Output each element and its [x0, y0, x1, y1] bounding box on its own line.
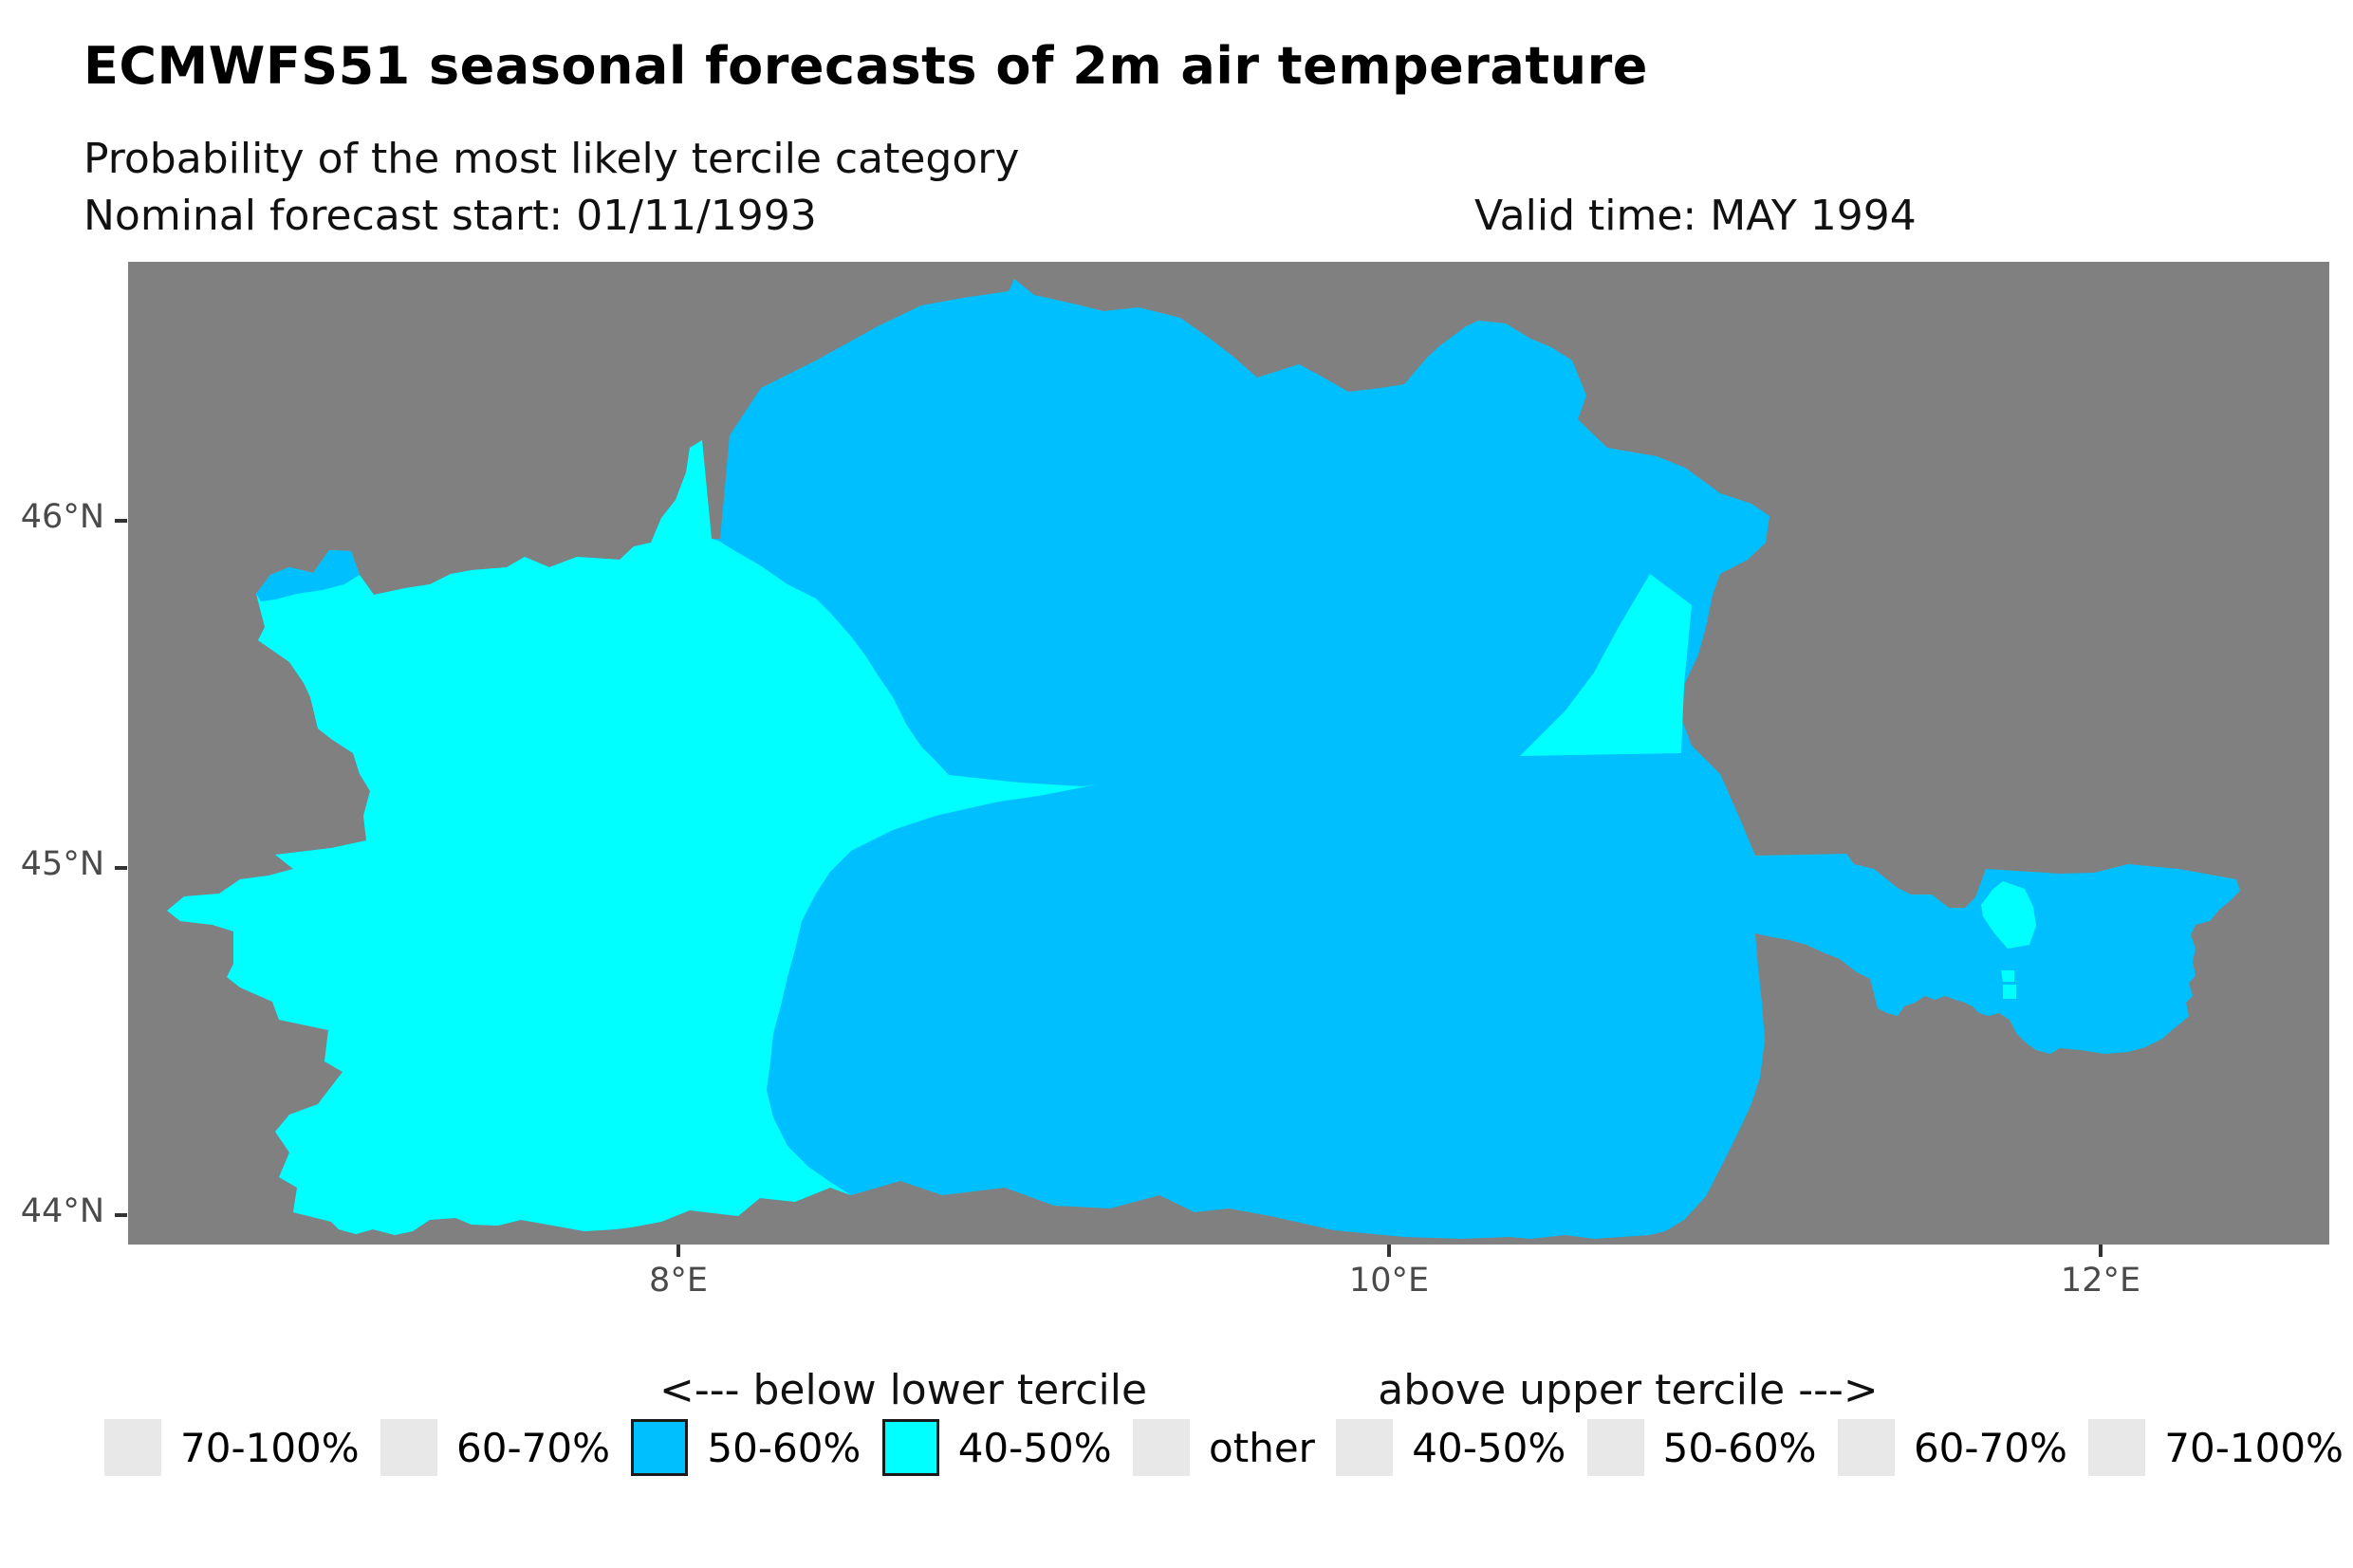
legend-item-above-40-50-: 40-50%	[1336, 1419, 1566, 1476]
y-tick-mark-44	[115, 1213, 127, 1217]
legend-label: 50-60%	[707, 1424, 862, 1471]
legend-label: other	[1209, 1424, 1315, 1471]
legend-swatch-icon	[104, 1419, 161, 1476]
legend-item-below-70-100-: 70-100%	[104, 1419, 360, 1476]
legend-label: 60-70%	[1913, 1424, 2067, 1471]
legend-item-other-other: other	[1133, 1419, 1315, 1476]
legend-item-below-40-50-: 40-50%	[881, 1419, 1112, 1476]
legend-item-below-50-60-: 50-60%	[631, 1419, 861, 1476]
legend-swatch-icon	[1586, 1419, 1644, 1476]
legend-header-above-tercile: above upper tercile --->	[1378, 1366, 1879, 1414]
legend-swatch-icon	[2088, 1419, 2146, 1476]
legend-swatch-icon	[1336, 1419, 1394, 1476]
legend-swatch-icon	[881, 1419, 939, 1476]
legend-item-below-60-70-: 60-70%	[380, 1419, 610, 1476]
figure-subtitle: Probability of the most likely tercile c…	[83, 135, 1020, 183]
valid-time-label: Valid time: MAY 1994	[1474, 192, 1917, 240]
x-tick-mark-8	[676, 1245, 680, 1257]
legend-swatch-icon	[631, 1419, 689, 1476]
map-panel	[128, 262, 2329, 1245]
map-region-ne-subbasin	[1520, 574, 1692, 756]
legend-label: 50-60%	[1662, 1424, 1817, 1471]
y-tick-label-46: 46°N	[20, 498, 104, 536]
x-tick-label-12: 12°E	[2060, 1262, 2141, 1300]
legend-label: 40-50%	[957, 1424, 1112, 1471]
legend-swatch-icon	[380, 1419, 438, 1476]
forecast-start-label: Nominal forecast start: 01/11/1993	[83, 192, 817, 240]
x-tick-label-10: 10°E	[1348, 1262, 1430, 1300]
map-region-east-speck-1	[2001, 970, 2014, 982]
legend-label: 70-100%	[180, 1424, 360, 1471]
legend-header-below-tercile: <--- below lower tercile	[658, 1366, 1148, 1414]
x-tick-mark-10	[1387, 1245, 1391, 1257]
map-region-east-subbasin	[1981, 881, 2036, 949]
figure-title: ECMWFS51 seasonal forecasts of 2m air te…	[83, 36, 1648, 96]
y-tick-label-44: 44°N	[20, 1192, 104, 1230]
legend-swatch-icon	[1133, 1419, 1191, 1476]
legend-label: 60-70%	[456, 1424, 610, 1471]
legend-swatch-icon	[1837, 1419, 1895, 1476]
legend-label: 40-50%	[1412, 1424, 1566, 1471]
legend-item-above-60-70-: 60-70%	[1837, 1419, 2067, 1476]
legend-label: 70-100%	[2164, 1424, 2344, 1471]
map-region-east-speck-2	[2003, 985, 2016, 999]
y-tick-label-45: 45°N	[20, 845, 104, 883]
map-region-nw-edge-patch	[256, 550, 360, 601]
legend-item-above-50-60-: 50-60%	[1586, 1419, 1817, 1476]
legend-item-above-70-100-: 70-100%	[2088, 1419, 2344, 1476]
map-region-west-subbasin	[167, 440, 1097, 1235]
x-tick-mark-12	[2099, 1245, 2103, 1257]
legend: 70-100% 60-70% 50-60% 40-50% other 40-50% 50-6…	[104, 1417, 2344, 1478]
y-tick-mark-45	[115, 866, 127, 870]
x-tick-label-8: 8°E	[649, 1262, 708, 1300]
basin-map-raster	[167, 279, 2240, 1239]
y-tick-mark-46	[115, 519, 127, 523]
